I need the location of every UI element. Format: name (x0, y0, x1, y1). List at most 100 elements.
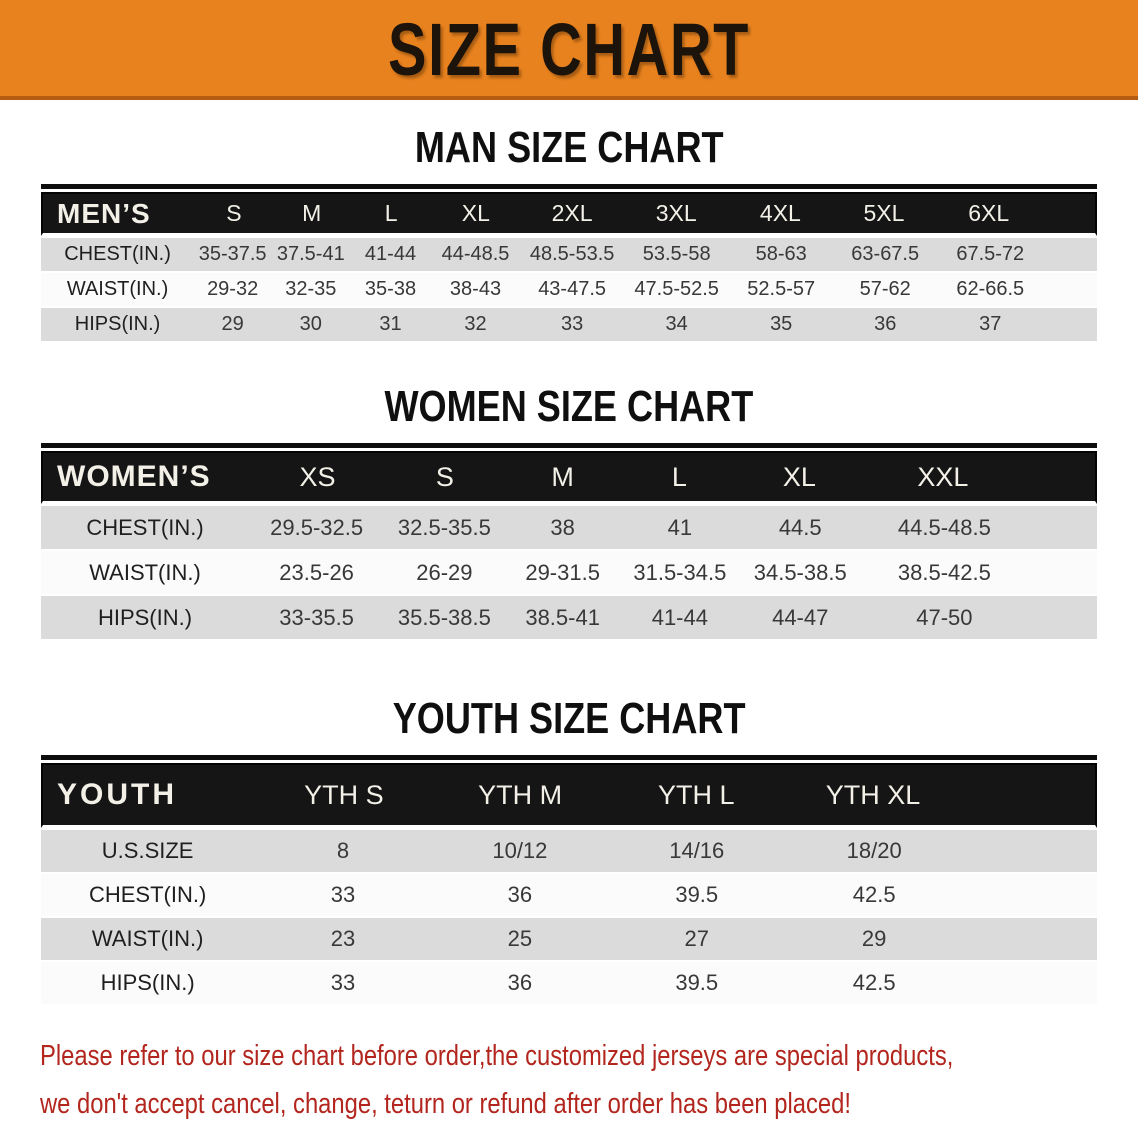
cell: 47.5-52.5 (634, 278, 719, 300)
cell: 58-63 (755, 243, 807, 265)
cell: 29-32 (207, 278, 259, 300)
youth-waist-row: WAIST(IN.) 23 25 27 29 (41, 916, 1097, 960)
cell: 36 (507, 882, 533, 907)
cell: 10/12 (492, 838, 548, 863)
women-waist-row: WAIST(IN.) 23.5-26 26-29 29-31.5 31.5-34… (41, 549, 1097, 594)
cell: 33 (560, 313, 584, 335)
youth-table-top-rule (41, 755, 1097, 760)
size-chart-banner: SIZE CHART (0, 0, 1138, 100)
size-header-l: L (671, 461, 687, 492)
row-label: WAIST(IN.) (91, 926, 204, 951)
man-section: MAN SIZE CHART MEN’S S M L XL 2XL 3XL 4X… (0, 122, 1138, 341)
cell: 62-66.5 (956, 278, 1025, 300)
youth-section: YOUTH SIZE CHART YOUTH YTH S YTH M YTH L… (0, 693, 1138, 1004)
row-label: CHEST(IN.) (64, 243, 171, 265)
cell: 29 (861, 926, 887, 951)
cell: 32-35 (285, 278, 337, 300)
size-header-xs: XS (299, 461, 336, 492)
row-label: HIPS(IN.) (97, 604, 193, 630)
size-header-4xl: 4XL (759, 200, 801, 226)
cell: 57-62 (859, 278, 911, 300)
women-chest-row: CHEST(IN.) 29.5-32.5 32.5-35.5 38 41 44.… (41, 504, 1097, 549)
row-label: HIPS(IN.) (100, 970, 195, 995)
cell: 31.5-34.5 (633, 559, 727, 585)
cell: 44.5-48.5 (897, 514, 991, 540)
cell: 29-31.5 (525, 559, 600, 585)
man-chest-row: CHEST(IN.) 35-37.5 37.5-41 41-44 44-48.5… (41, 236, 1097, 271)
cell: 35 (770, 313, 793, 335)
youth-chest-row: CHEST(IN.) 33 36 39.5 42.5 (41, 872, 1097, 916)
disclaimer-line-2-text: we don't accept cancel, change, teturn o… (40, 1088, 851, 1120)
man-table-header-row: MEN’S S M L XL 2XL 3XL 4XL 5XL 6XL (41, 192, 1097, 236)
row-label: HIPS(IN.) (74, 313, 161, 335)
size-header-yth-s: YTH S (304, 779, 384, 810)
cell: 47-50 (916, 604, 973, 630)
cell: 26-29 (416, 559, 473, 585)
cell: 34.5-38.5 (753, 559, 847, 585)
cell: 18/20 (846, 838, 902, 863)
youth-size-table: YOUTH YTH S YTH M YTH L YTH XL U.S.SIZE … (41, 763, 1097, 1004)
cell: 44-47 (772, 604, 829, 630)
cell: 43-47.5 (538, 278, 607, 300)
women-table-top-rule (41, 443, 1097, 448)
man-table-top-rule (41, 184, 1097, 189)
cell: 14/16 (669, 838, 725, 863)
women-hips-row: HIPS(IN.) 33-35.5 35.5-38.5 38.5-41 41-4… (41, 594, 1097, 639)
youth-table-header-row: YOUTH YTH S YTH M YTH L YTH XL (41, 763, 1097, 828)
row-label: WAIST(IN.) (66, 278, 169, 300)
cell: 63-67.5 (851, 243, 920, 265)
size-header-s: S (226, 200, 242, 226)
cell: 32.5-35.5 (397, 514, 491, 540)
size-header-yth-xl: YTH XL (825, 779, 921, 810)
size-header-5xl: 5XL (863, 200, 905, 226)
cell: 39.5 (675, 882, 719, 907)
cell: 23.5-26 (279, 559, 354, 585)
cell: 29 (221, 313, 244, 335)
size-header-xl: XL (461, 200, 490, 226)
cell: 33 (330, 882, 356, 907)
row-label: CHEST(IN.) (86, 514, 204, 540)
cell: 42.5 (852, 882, 896, 907)
cell: 53.5-58 (642, 243, 711, 265)
cell: 38 (550, 514, 575, 540)
cell: 41-44 (364, 243, 417, 265)
women-table-title: WOMEN’S (57, 460, 211, 493)
cell: 8 (336, 838, 350, 863)
disclaimer: Please refer to our size chart before or… (40, 1032, 1138, 1128)
size-header-2xl: 2XL (551, 200, 593, 226)
cell: 67.5-72 (956, 243, 1025, 265)
women-section-heading-text: WOMEN SIZE CHART (384, 382, 754, 431)
cell: 52.5-57 (747, 278, 816, 300)
cell: 37 (979, 313, 1002, 335)
cell: 35-38 (364, 278, 417, 300)
youth-ussize-row: U.S.SIZE 8 10/12 14/16 18/20 (41, 828, 1097, 872)
cell: 36 (874, 313, 897, 335)
man-size-table: MEN’S S M L XL 2XL 3XL 4XL 5XL 6XL CHEST… (41, 192, 1097, 341)
size-header-6xl: 6XL (968, 200, 1010, 226)
size-header-yth-m: YTH M (478, 779, 563, 810)
man-table-title: MEN’S (57, 197, 151, 229)
cell: 33 (330, 970, 356, 995)
cell: 39.5 (675, 970, 719, 995)
cell: 32 (464, 313, 487, 335)
cell: 33-35.5 (279, 604, 354, 630)
women-size-table: WOMEN’S XS S M L XL XXL CHEST(IN.) 29.5-… (41, 451, 1097, 639)
cell: 35-37.5 (198, 243, 267, 265)
size-header-yth-l: YTH L (658, 779, 735, 810)
size-header-3xl: 3XL (655, 200, 697, 226)
youth-table-title: YOUTH (57, 778, 177, 811)
man-section-heading: MAN SIZE CHART (0, 122, 1138, 174)
cell: 23 (330, 926, 356, 951)
man-hips-row: HIPS(IN.) 29 30 31 32 33 34 35 36 37 (41, 306, 1097, 341)
cell: 27 (684, 926, 709, 951)
man-waist-row: WAIST(IN.) 29-32 32-35 35-38 38-43 43-47… (41, 271, 1097, 306)
cell: 31 (379, 313, 402, 335)
disclaimer-line-1: Please refer to our size chart before or… (40, 1032, 1138, 1080)
youth-section-heading: YOUTH SIZE CHART (0, 693, 1138, 745)
youth-hips-row: HIPS(IN.) 33 36 39.5 42.5 (41, 960, 1097, 1004)
cell: 29.5-32.5 (270, 514, 364, 540)
cell: 38.5-41 (525, 604, 600, 630)
youth-section-heading-text: YOUTH SIZE CHART (392, 694, 746, 743)
cell: 37.5-41 (276, 243, 345, 265)
cell: 36 (507, 970, 533, 995)
